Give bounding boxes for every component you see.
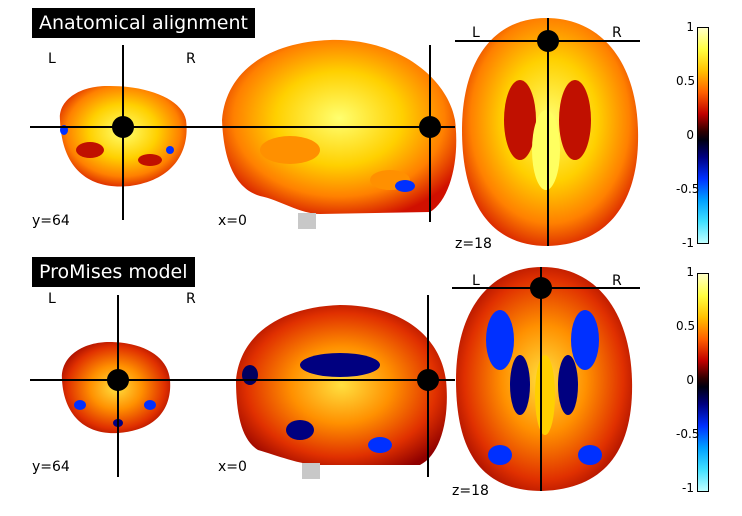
- colorbar: [697, 27, 709, 244]
- sagittal-slice: [222, 39, 457, 229]
- colorbar-tick: 0.5: [676, 319, 696, 333]
- panel-title: Anatomical alignment: [32, 8, 255, 38]
- brain-views-top: L R y=64 x=0 z=18 L R: [30, 18, 640, 250]
- crosshair-marker: [417, 369, 439, 391]
- colorbar-tick: -1: [682, 236, 694, 250]
- coronal-coord: y=64: [32, 213, 70, 229]
- colorbar-tick: 1: [686, 20, 694, 34]
- colorbar-tick: 0: [686, 373, 694, 387]
- axial-left-label: L: [472, 25, 480, 41]
- crosshair-marker: [530, 277, 552, 299]
- panel-title: ProMises model: [32, 257, 195, 287]
- axial-coord: z=18: [455, 236, 492, 250]
- sagittal-slice: [236, 305, 447, 479]
- colorbar-tick: -0.5: [676, 427, 700, 441]
- crosshair-marker: [107, 369, 129, 391]
- brain-views-bottom: L R y=64 x=0 z=18 L R: [30, 267, 640, 499]
- axial-coord: z=18: [452, 483, 489, 499]
- colorbar-tick: 1: [686, 265, 694, 279]
- sagittal-coord: x=0: [218, 213, 247, 229]
- left-label: L: [48, 291, 56, 307]
- colorbar-tick: -0.5: [676, 182, 700, 196]
- axial-slice: [462, 18, 639, 246]
- crosshair-marker: [112, 116, 134, 138]
- right-label: R: [186, 51, 196, 67]
- axial-slice: [456, 267, 633, 491]
- crosshair-marker: [419, 116, 441, 138]
- axial-right-label: R: [612, 25, 622, 41]
- colorbar-tick: 0.5: [676, 74, 696, 88]
- sagittal-coord: x=0: [218, 459, 247, 475]
- colorbar-tick: 0: [686, 128, 694, 142]
- colorbar-tick: -1: [682, 481, 694, 495]
- left-label: L: [48, 51, 56, 67]
- crosshair-marker: [537, 30, 559, 52]
- colorbar: [697, 273, 709, 492]
- panel-anatomical-alignment: L R y=64 x=0 z=18 L R Anatomical alignme…: [0, 0, 742, 250]
- right-label: R: [186, 291, 196, 307]
- coronal-coord: y=64: [32, 459, 70, 475]
- axial-right-label: R: [612, 273, 622, 289]
- axial-left-label: L: [472, 273, 480, 289]
- panel-promises-model: L R y=64 x=0 z=18 L R ProMises model 1 0…: [0, 255, 742, 505]
